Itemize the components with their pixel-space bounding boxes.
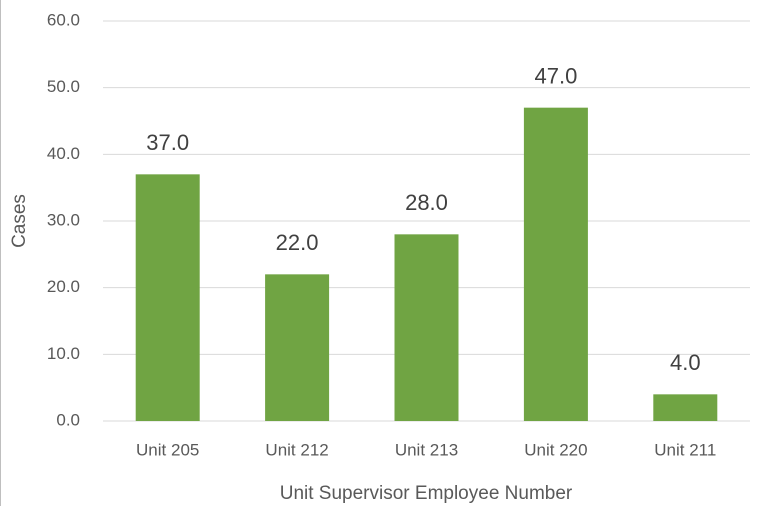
- bar: [653, 394, 718, 421]
- data-label: 28.0: [405, 190, 448, 215]
- x-tick-label: Unit 212: [265, 440, 328, 459]
- x-tick-label: Unit 213: [395, 440, 458, 459]
- data-label: 47.0: [534, 63, 577, 88]
- bar: [135, 174, 200, 421]
- x-axis-title: Unit Supervisor Employee Number: [280, 483, 573, 504]
- x-tick-label: Unit 205: [136, 440, 199, 459]
- x-tick-label: Unit 211: [654, 440, 716, 459]
- y-tick-label: 20.0: [47, 277, 80, 296]
- bar: [523, 107, 588, 422]
- y-tick-label: 40.0: [47, 144, 80, 163]
- y-tick-label: 10.0: [47, 344, 80, 363]
- x-tick-label: Unit 220: [524, 440, 587, 459]
- bar: [265, 274, 330, 421]
- y-tick-label: 0.0: [56, 410, 80, 429]
- y-tick-label: 30.0: [47, 210, 80, 229]
- y-tick-label: 50.0: [47, 77, 80, 96]
- data-label: 4.0: [670, 350, 701, 375]
- bar: [394, 234, 459, 421]
- y-axis-title: Cases: [9, 194, 30, 248]
- y-tick-label: 60.0: [47, 10, 80, 29]
- data-label: 22.0: [276, 230, 319, 255]
- data-label: 37.0: [146, 130, 189, 155]
